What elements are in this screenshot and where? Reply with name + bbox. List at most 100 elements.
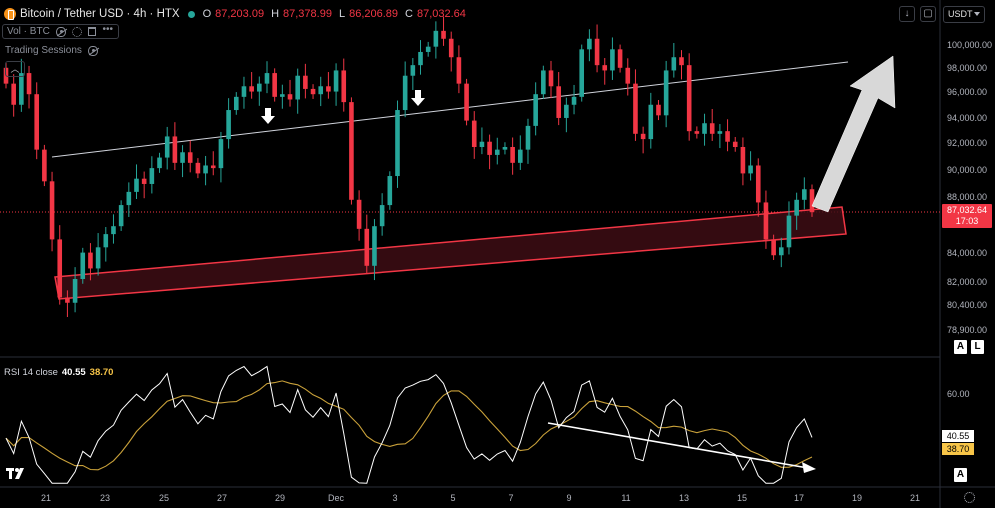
rsi-label: RSI 14 close [4,367,58,378]
candle-body [617,49,623,68]
candle-body [425,46,431,52]
rsi-divergence-arrowhead [802,462,816,473]
symbol-title[interactable]: Bitcoin / Tether USD · 4h · HTX [20,8,180,20]
time-axis-label: 23 [99,493,111,503]
candle-body [602,65,608,71]
candle-body [748,165,753,174]
candle-body [656,104,661,116]
candle-body [180,152,185,163]
candle-body [149,168,155,184]
candle-body [625,67,631,84]
candle-body [786,215,792,248]
rsi-line [5,365,813,484]
candle-body [210,165,216,169]
candle-body [303,75,308,89]
chart-settings-icon[interactable] [964,492,975,503]
rsi-auto-scale-button[interactable]: A [954,468,967,482]
currency-select[interactable]: USDT [943,6,985,23]
fullscreen-icon[interactable]: ▢ [920,6,936,22]
rsi-legend[interactable]: RSI 14 close 40.55 38.70 [4,367,113,378]
candle-body [518,149,523,163]
candle-body [264,73,270,84]
open-value: 87,203.09 [215,8,265,20]
auto-scale-button[interactable]: A [954,340,967,354]
candle-body [702,123,707,134]
candle-body [648,104,654,140]
candle-body [157,157,162,169]
volume-indicator-legend[interactable]: Vol · BTC ••• [2,24,119,39]
time-axis-label: 5 [450,493,456,503]
price-axis-label: 88,000.00 [947,192,988,202]
price-axis-label: 90,000.00 [947,165,988,175]
time-axis-label: 3 [392,493,398,503]
support-channel [54,206,847,300]
candle-body [571,96,577,105]
price-axis-label: 100,000.00 [947,40,993,50]
candle-body [686,65,692,132]
candle-body [26,73,32,95]
candle-body [587,38,592,50]
candle-body [19,73,24,105]
time-axis-label: 29 [274,493,286,503]
candle-body [671,57,677,71]
candle-body [318,86,324,95]
download-icon[interactable]: ↓ [899,6,915,22]
rsi-value-tag: 40.55 [942,430,974,442]
candle-body [418,51,423,66]
candle-body [402,75,408,111]
candle-body [794,199,799,216]
candle-body [126,191,132,206]
candle-body [502,147,508,150]
candle-body [717,131,723,134]
settings-icon[interactable] [71,26,82,37]
candle-body [65,297,70,303]
candle-body [134,178,139,192]
hide-icon[interactable] [55,26,66,37]
candle-body [111,226,116,235]
candle-body [479,141,485,147]
price-axis-label: 94,000.00 [947,113,988,123]
candle-body [410,65,416,76]
projection-arrow [811,55,896,213]
candle-body [172,136,178,163]
log-scale-button[interactable]: L [971,340,984,354]
market-status-icon [187,10,195,18]
candle-body [640,133,646,140]
candle-body [755,165,761,203]
candle-body [333,70,339,92]
candle-body [310,88,316,95]
time-axis-label: 13 [678,493,690,503]
candle-body [387,176,393,206]
more-icon[interactable]: ••• [102,23,114,35]
candle-body [187,152,193,163]
tradingview-logo-icon[interactable] [6,466,28,480]
candle-body [433,30,439,47]
collapse-legend-button[interactable]: ︿ [5,61,25,77]
upper-trendline [51,61,849,158]
candle-body [541,70,546,95]
candle-body [349,102,354,200]
candle-body [341,70,347,103]
candle-body [663,70,669,116]
candle-body [241,86,247,97]
close-key: C [405,8,413,20]
price-axis-label: 92,000.00 [947,138,988,148]
candle-body [295,75,300,100]
candle-body [448,38,454,58]
sessions-legend[interactable]: Trading Sessions [5,44,98,57]
time-axis-label: 21 [40,493,52,503]
candle-body [441,30,446,39]
delete-icon[interactable] [87,27,96,36]
sessions-hide-icon[interactable] [87,45,98,56]
candle-body [364,228,370,266]
candle-body [257,83,262,92]
price-axis-label: 84,000.00 [947,248,988,258]
price-axis-label: 80,400.00 [947,300,988,310]
time-axis-label: 27 [216,493,228,503]
rsi-ma-line [5,380,813,471]
candle-body [280,94,285,97]
candle-body [95,247,101,269]
candle-body [579,49,585,97]
candle-body [778,247,784,256]
